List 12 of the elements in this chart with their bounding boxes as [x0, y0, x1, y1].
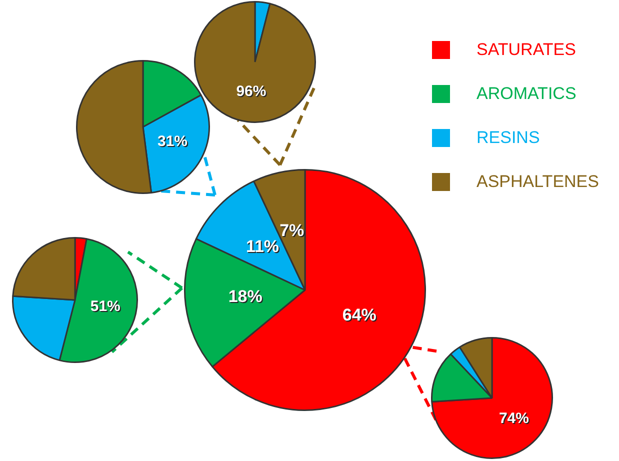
- data-label: 74%: [500, 410, 530, 428]
- data-label: 96%: [237, 84, 268, 102]
- data-label: 11%: [246, 238, 280, 258]
- legend-label: RESINS: [476, 128, 540, 148]
- legend-label: ASPHALTENES: [476, 172, 599, 192]
- data-label: 31%: [158, 134, 189, 152]
- legend-label: AROMATICS: [476, 84, 576, 104]
- data-label: 64%: [343, 306, 378, 326]
- data-label: 7%: [280, 222, 306, 242]
- data-label: 51%: [91, 298, 122, 316]
- legend-label: SATURATES: [476, 40, 576, 60]
- data-label: 18%: [229, 288, 264, 308]
